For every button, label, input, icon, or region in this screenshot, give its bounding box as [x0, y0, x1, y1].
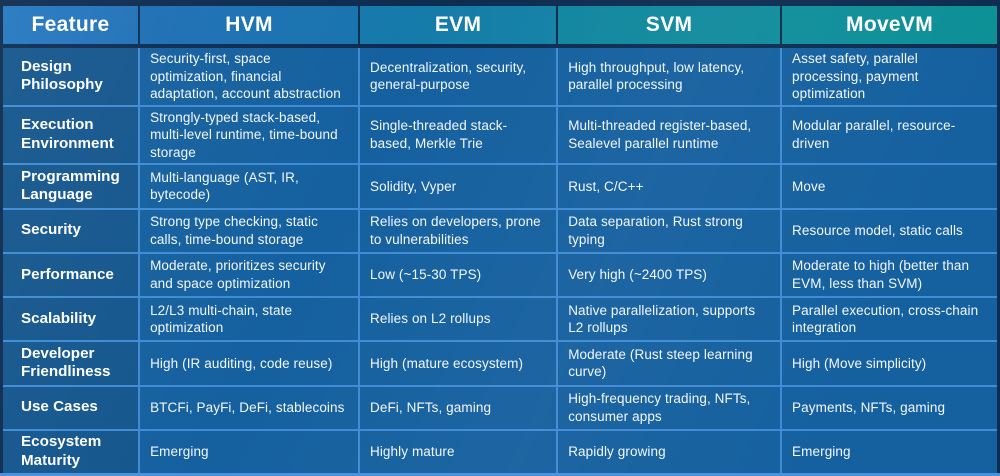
table-cell: Strongly-typed stack-based, multi-level … — [140, 106, 358, 164]
table-cell: High-frequency trading, NFTs, consumer a… — [558, 386, 781, 429]
table-cell: Multi-threaded register-based, Sealevel … — [558, 106, 781, 164]
table-cell: Solidity, Vyper — [359, 165, 557, 208]
table-cell: Emerging — [140, 430, 358, 473]
table-cell: Moderate, prioritizes security and space… — [140, 253, 358, 297]
table-cell: Moderate (Rust steep learning curve) — [558, 342, 781, 385]
table-cell: L2/L3 multi-chain, state optimization — [140, 298, 358, 341]
table-cell: Move — [782, 165, 997, 208]
table-cell: Data separation, Rust strong typing — [558, 209, 781, 252]
row-label: Ecosystem Maturity — [3, 430, 139, 473]
table-cell: Relies on developers, prone to vulnerabi… — [359, 209, 557, 252]
column-header-movevm: MoveVM — [782, 6, 997, 44]
table-cell: Multi-language (AST, IR, bytecode) — [140, 165, 358, 208]
column-header-feature: Feature — [3, 6, 139, 44]
table-cell: Low (~15-30 TPS) — [359, 253, 557, 297]
table-cell: Modular parallel, resource-driven — [782, 106, 997, 164]
table-cell: Rust, C/C++ — [558, 165, 781, 208]
row-label: Security — [3, 209, 139, 252]
table-cell: High (mature ecosystem) — [359, 342, 557, 385]
row-label: Developer Friendliness — [3, 342, 139, 385]
table-cell: BTCFi, PayFi, DeFi, stablecoins — [140, 386, 358, 429]
table-cell: Relies on L2 rollups — [359, 298, 557, 341]
column-header-hvm: HVM — [140, 6, 358, 44]
row-label: Scalability — [3, 298, 139, 341]
table-cell: Native parallelization, supports L2 roll… — [558, 298, 781, 341]
table-cell: Emerging — [782, 430, 997, 473]
column-header-evm: EVM — [359, 6, 557, 44]
table-cell: Highly mature — [359, 430, 557, 473]
table-cell: Strong type checking, static calls, time… — [140, 209, 358, 252]
table-cell: Resource model, static calls — [782, 209, 997, 252]
row-label: Programming Language — [3, 165, 139, 208]
table-header-row: Feature HVM EVM SVM MoveVM — [3, 6, 997, 44]
row-label: Use Cases — [3, 386, 139, 429]
table-cell: High throughput, low latency, parallel p… — [558, 48, 781, 105]
table-cell: Payments, NFTs, gaming — [782, 386, 997, 429]
table-cell: DeFi, NFTs, gaming — [359, 386, 557, 429]
table-cell: Decentralization, security, general-purp… — [359, 48, 557, 105]
table-cell: Asset safety, parallel processing, payme… — [782, 48, 997, 105]
table-cell: High (Move simplicity) — [782, 342, 997, 385]
row-label: Performance — [3, 253, 139, 297]
table-body: Design Philosophy Security-first, space o… — [3, 48, 997, 473]
table-cell: Parallel execution, cross-chain integrat… — [782, 298, 997, 341]
table-cell: Moderate to high (better than EVM, less … — [782, 253, 997, 297]
row-label: Design Philosophy — [3, 48, 139, 105]
table-cell: High (IR auditing, code reuse) — [140, 342, 358, 385]
table-cell: Single-threaded stack-based, Merkle Trie — [359, 106, 557, 164]
row-label: Execution Environment — [3, 106, 139, 164]
table-cell: Rapidly growing — [558, 430, 781, 473]
column-header-svm: SVM — [558, 6, 781, 44]
table-cell: Security-first, space optimization, fina… — [140, 48, 358, 105]
table-cell: Very high (~2400 TPS) — [558, 253, 781, 297]
